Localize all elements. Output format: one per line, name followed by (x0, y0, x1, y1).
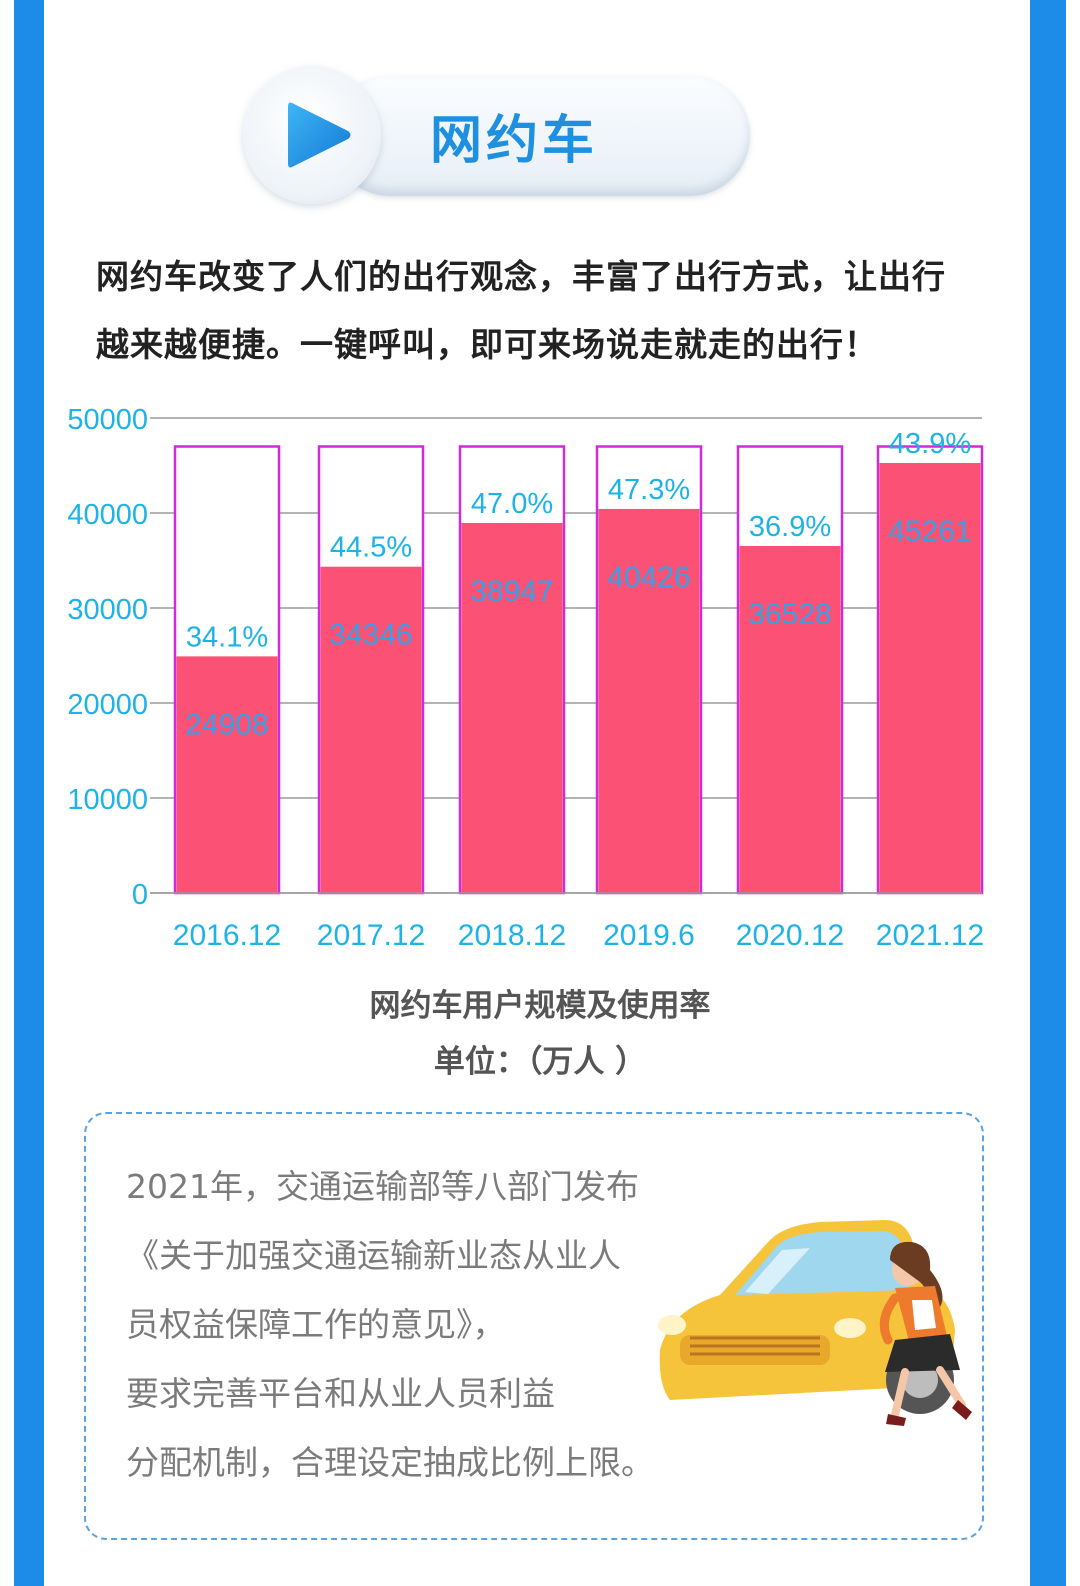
x-tick-label: 2019.6 (603, 919, 695, 952)
bar (739, 545, 841, 893)
value-label: 36528 (748, 598, 831, 631)
rate-label: 43.9% (889, 428, 971, 460)
y-tick-label: 0 (132, 879, 148, 911)
chart-title: 网约车用户规模及使用率 (369, 988, 711, 1024)
policy-note-box (84, 1112, 984, 1540)
rate-label: 47.3% (608, 474, 690, 506)
rate-label: 44.5% (330, 532, 412, 564)
bar (879, 463, 981, 893)
left-blue-border (14, 0, 44, 1586)
rate-label: 34.1% (186, 621, 268, 653)
note-line: 分配机制，合理设定抽成比例上限。 (126, 1443, 654, 1482)
chart-unit-label: 单位：（万人 ） (433, 1044, 647, 1080)
header-pill (330, 76, 750, 196)
y-tick-label: 40000 (67, 499, 148, 531)
bar (461, 523, 563, 893)
y-tick-label: 50000 (67, 404, 148, 436)
x-tick-label: 2021.12 (876, 919, 984, 952)
value-label: 45261 (888, 515, 971, 548)
car-and-woman-illustration (658, 1220, 972, 1426)
policy-note-text: 2021年，交通运输部等八部门发布 《关于加强交通运输新业态从业人 员权益保障工… (126, 1152, 746, 1497)
value-label: 40426 (607, 561, 690, 594)
value-label: 38947 (470, 575, 553, 608)
bar (598, 508, 700, 893)
y-tick-label: 30000 (67, 594, 148, 626)
y-tick-label: 10000 (67, 784, 148, 816)
page-title: 网约车 (430, 111, 599, 171)
rate-label: 36.9% (749, 511, 831, 543)
bar (320, 566, 422, 893)
right-blue-border (1030, 0, 1066, 1586)
play-icon (288, 102, 351, 168)
x-tick-label: 2017.12 (317, 919, 425, 952)
x-tick-label: 2020.12 (736, 919, 844, 952)
x-tick-label: 2016.12 (173, 919, 281, 952)
note-line: 2021年，交通运输部等八部门发布 (126, 1167, 639, 1206)
note-line: 员权益保障工作的意见》， (126, 1305, 506, 1344)
rate-label: 47.0% (471, 488, 553, 520)
bar (176, 656, 278, 893)
y-tick-label: 20000 (67, 689, 148, 721)
value-label: 34346 (329, 619, 412, 652)
x-tick-label: 2018.12 (458, 919, 566, 952)
note-line: 《关于加强交通运输新业态从业人 (126, 1236, 621, 1275)
intro-paragraph: 网约车改变了人们的出行观念，丰富了出行方式，让出行越来越便捷。一键呼叫，即可来场… (96, 257, 946, 364)
value-label: 24908 (185, 708, 268, 741)
note-line: 要求完善平台和从业人员利益 (126, 1374, 555, 1413)
user-scale-bar-chart: 0 10000 20000 30000 40000 50000 34.1% 24908 2016… (67, 404, 984, 952)
